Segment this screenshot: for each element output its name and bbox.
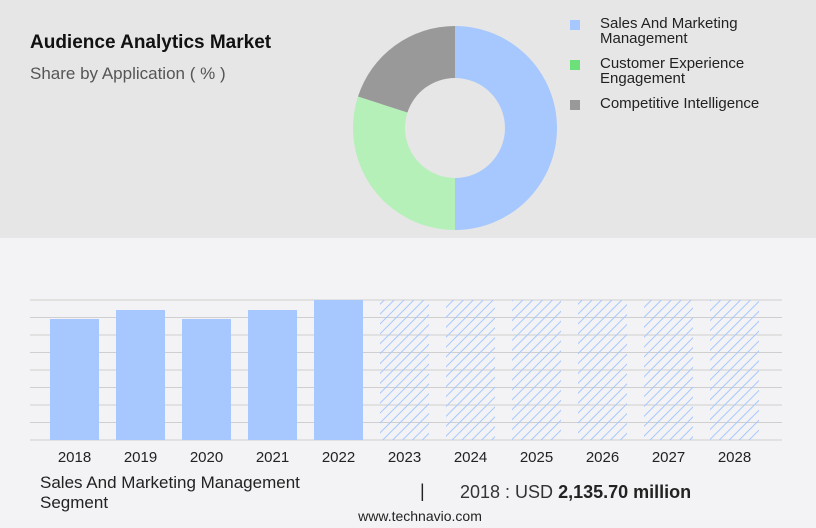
donut-slice-1 xyxy=(353,96,455,230)
legend: Sales And Marketing Management Customer … xyxy=(570,16,810,121)
x-tick-label: 2018 xyxy=(58,449,91,466)
donut-slice-2 xyxy=(357,25,455,113)
legend-swatch-sales xyxy=(570,20,580,30)
legend-item-sales: Sales And Marketing Management xyxy=(570,16,810,46)
bar-2023 xyxy=(380,300,429,440)
donut-slice-0 xyxy=(455,26,557,230)
legend-swatch-customer xyxy=(570,60,580,70)
legend-item-competitive: Competitive Intelligence xyxy=(570,96,810,111)
x-tick-label: 2026 xyxy=(586,449,619,466)
x-tick-label: 2021 xyxy=(256,449,289,466)
chart-subtitle: Share by Application ( % ) xyxy=(30,64,226,83)
bar-2018 xyxy=(50,319,99,440)
legend-item-customer: Customer Experience Engagement xyxy=(570,56,810,86)
bar-chart: 2018 2019 2020 2021 2022 2023 2024 2025 2026 2027… xyxy=(30,299,782,466)
x-tick-label: 2025 xyxy=(520,449,553,466)
bar-2020 xyxy=(182,319,231,440)
bar-2024 xyxy=(446,300,495,440)
x-tick-label: 2020 xyxy=(190,449,223,466)
legend-label-sales: Sales And Marketing Management xyxy=(600,15,738,47)
segment-stat: 2018 : USD 2,135.70 million xyxy=(460,482,691,503)
x-tick-label: 2027 xyxy=(652,449,685,466)
bar-2025 xyxy=(512,300,561,440)
x-tick-label: 2019 xyxy=(124,449,157,466)
bar-2026 xyxy=(578,300,627,440)
source-link[interactable]: www.technavio.com xyxy=(358,508,482,524)
bar-2019 xyxy=(116,310,165,440)
stat-value: 2,135.70 million xyxy=(558,482,692,502)
legend-swatch-competitive xyxy=(570,100,580,110)
legend-label-customer: Customer Experience Engagement xyxy=(600,55,745,87)
x-tick-label: 2028 xyxy=(718,449,751,466)
bar-2027 xyxy=(644,300,693,440)
stat-prefix: 2018 : USD xyxy=(460,482,554,502)
x-tick-label: 2024 xyxy=(454,449,487,466)
bar-2021 xyxy=(248,310,297,440)
legend-label-competitive: Competitive Intelligence xyxy=(600,95,760,112)
x-tick-label: 2022 xyxy=(322,449,355,466)
segment-name: Sales And Marketing Management Segment xyxy=(40,473,300,512)
footer-divider: | xyxy=(420,481,425,501)
bar-2022 xyxy=(314,300,363,440)
donut-chart xyxy=(353,25,557,230)
bar-2028 xyxy=(710,300,759,440)
x-tick-label: 2023 xyxy=(388,449,421,466)
chart-title: Audience Analytics Market xyxy=(30,32,272,53)
